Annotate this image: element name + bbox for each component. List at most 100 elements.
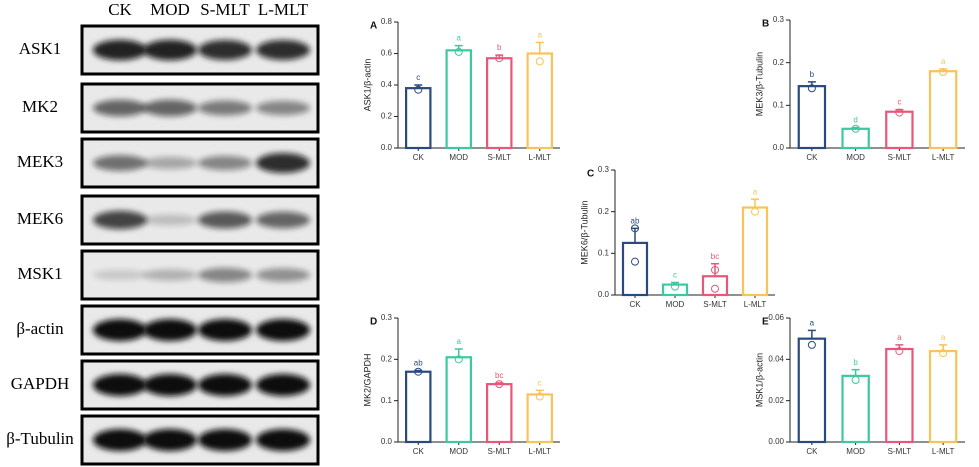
significance-letter: c [538,378,542,387]
bar [797,337,827,444]
y-tick-label: 0.8 [381,17,393,26]
data-point [454,47,463,56]
blot-row-label: GAPDH [11,374,70,393]
blot-band [93,319,147,341]
y-tick-label: 0.4 [381,80,393,89]
y-tick-label: 0.2 [773,58,785,67]
blot-band [198,374,252,396]
y-tick-label: 0.0 [381,143,393,152]
bar [526,52,553,150]
y-tick-label: 0.1 [381,396,393,405]
significance-letter: c [897,98,901,107]
x-tick-label: CK [806,447,818,456]
x-tick-label: L-MLT [744,300,767,309]
blot-band [143,214,197,226]
panel-label: C [587,169,594,180]
significance-letter: b [810,70,815,79]
bar [741,206,769,297]
x-tick-label: MOD [666,300,685,309]
x-tick-label: CK [806,153,818,162]
y-tick-label: 0.6 [381,49,393,58]
y-tick-label: 0.00 [768,437,784,446]
y-axis-label: MK2/GAPDH [362,353,372,406]
y-tick-label: 0.0 [773,143,785,152]
significance-letter: bc [711,252,719,261]
x-tick-label: MOD [846,153,865,162]
bar [841,127,870,150]
blot-band [143,374,197,396]
x-tick-label: S-MLT [488,153,512,162]
significance-letter: c [673,271,677,280]
blot-band [143,99,197,117]
bar [928,349,958,444]
bar [486,383,513,444]
significance-letter: b [853,358,858,367]
data-point [851,124,860,133]
data-point [895,108,904,117]
blot-band [143,269,197,281]
significance-letter: ab [414,359,423,368]
bar [405,87,432,150]
x-tick-label: L-MLT [932,447,955,456]
y-tick-label: 0.02 [768,396,784,405]
significance-letter: ab [631,216,640,225]
data-point [939,68,948,77]
blot-row-label: MK2 [22,97,58,116]
blot-band [93,374,147,396]
bar [885,347,914,444]
blot-row-label: MEK3 [17,152,63,171]
blot-band [256,319,310,341]
significance-letter: d [853,116,857,125]
blot-band [143,429,197,451]
blot-band [93,269,147,281]
data-point [631,224,639,233]
significance-letter: a [457,34,462,43]
y-tick-label: 0.3 [381,313,393,322]
bar [885,110,914,150]
panel-label: B [762,19,769,30]
blot-band [198,211,252,229]
x-tick-label: L-MLT [528,153,551,162]
blot-row-label: MSK1 [17,264,62,283]
y-tick-label: 0.04 [768,354,784,363]
data-point [939,349,948,358]
data-point [535,392,544,401]
blot-band [198,267,252,283]
data-point [851,376,860,384]
x-tick-label: S-MLT [888,447,912,456]
x-tick-label: L-MLT [528,447,551,456]
blot-band [93,99,147,117]
panel-label: A [370,21,377,32]
y-tick-label: 0.0 [381,437,393,446]
blot-row-label: β-actin [16,319,64,338]
blot-band [256,211,310,229]
blot-column-label: S-MLT [200,0,250,19]
x-tick-label: MOD [449,153,468,162]
bar [405,370,432,444]
significance-letter: a [753,187,758,196]
y-tick-label: 0.0 [598,290,610,299]
significance-letter: a [457,337,462,346]
blot-band [256,374,310,396]
blot-band [93,39,147,61]
significance-letter: bc [495,371,503,380]
blot-band [198,429,252,451]
y-tick-label: 0.1 [773,100,785,109]
blot-band [256,153,310,173]
y-tick-label: 0.3 [598,165,610,174]
data-point [711,266,719,274]
data-point [414,85,423,94]
x-tick-label: CK [413,447,425,456]
data-point [631,257,639,266]
blot-band [143,39,197,61]
blot-row-label: MEK6 [17,209,63,228]
y-tick-label: 0.06 [768,313,784,322]
blot-band [143,156,197,170]
significance-letter: b [497,43,502,52]
blot-column-label: MOD [150,0,190,19]
data-point [495,380,504,389]
data-point [495,54,504,63]
blot-row-label: β-Tubulin [6,429,74,448]
